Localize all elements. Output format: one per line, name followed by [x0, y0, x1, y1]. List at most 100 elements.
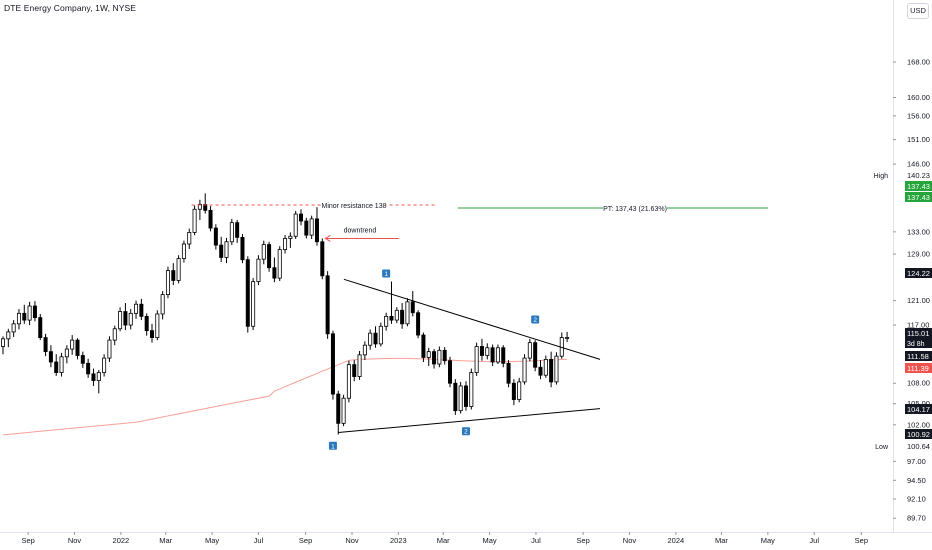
price-tag-value: 111.58: [907, 352, 929, 361]
candle: [405, 298, 410, 327]
candle: [245, 256, 250, 333]
candle: [469, 368, 474, 410]
candle: [538, 360, 543, 380]
candle-down: [325, 275, 330, 335]
x-tick-label: Sep: [855, 536, 868, 545]
candle-down: [400, 309, 405, 325]
candle-down: [245, 259, 250, 327]
candle: [165, 266, 170, 299]
candle: [219, 236, 224, 262]
candle-up: [474, 346, 479, 373]
candle: [80, 351, 85, 368]
lower-trendline: [338, 408, 601, 434]
candle-up: [118, 311, 123, 330]
candle: [565, 331, 570, 343]
downtrend-arrowhead: [324, 235, 331, 242]
candle: [400, 303, 405, 329]
candle: [261, 240, 266, 265]
candle-up: [458, 385, 463, 412]
candle-up: [155, 313, 160, 338]
candle: [139, 298, 144, 321]
target-label-bg: [603, 203, 667, 214]
candle: [442, 347, 447, 365]
candle-up: [469, 372, 474, 407]
resistance-label-bg: [322, 200, 386, 211]
candle: [389, 281, 394, 324]
moving-average-line: [2, 357, 568, 436]
candle: [341, 394, 346, 427]
candle: [192, 205, 197, 236]
candle-up: [128, 312, 133, 326]
candle: [559, 332, 564, 359]
candle: [43, 333, 48, 357]
candle-up: [11, 323, 16, 333]
candle: [495, 344, 500, 364]
price-tag-value: 104.17: [907, 405, 930, 414]
candle: [112, 325, 117, 346]
x-tick-label: Jul: [254, 536, 264, 545]
candle-down: [22, 312, 27, 321]
candle: [543, 355, 548, 378]
candle: [208, 206, 213, 232]
candle-up: [527, 342, 532, 359]
candle: [501, 345, 506, 368]
candle-up: [107, 339, 112, 359]
candle-down: [219, 244, 224, 258]
candle: [511, 379, 516, 406]
pivot-marker-label: 2: [533, 317, 537, 324]
candle-up: [362, 344, 367, 356]
candle: [479, 338, 484, 361]
candle-up: [176, 258, 181, 281]
candle-up: [256, 258, 261, 283]
candle: [410, 291, 415, 317]
candle: [54, 354, 59, 376]
candle: [304, 217, 309, 239]
candle-up: [293, 213, 298, 237]
candle-down: [479, 346, 484, 356]
candle: [150, 323, 155, 343]
candle-down: [213, 227, 218, 246]
candle: [224, 237, 229, 264]
x-tick-label: Mar: [437, 536, 450, 545]
candle-up: [517, 381, 522, 400]
candle-down: [75, 339, 80, 356]
price-tag-countdown: 3d 8h: [907, 341, 925, 348]
candle: [197, 199, 202, 220]
candle: [357, 350, 362, 380]
x-tick-label: 2022: [113, 536, 130, 545]
pivot-marker: [382, 269, 391, 278]
candle: [213, 224, 218, 250]
x-tick-label: Mar: [159, 536, 172, 545]
pivot-marker: [461, 427, 470, 436]
candle: [416, 310, 421, 339]
price-target-label: PT: 137,43 (21.63%): [603, 206, 667, 213]
y-tick-label: 151.00: [907, 135, 930, 144]
currency-button[interactable]: USD: [907, 3, 929, 19]
candle: [522, 354, 527, 385]
candle-down: [330, 333, 335, 395]
candle: [91, 368, 96, 386]
candle-up: [522, 357, 527, 383]
candle: [277, 246, 282, 282]
candle-up: [437, 349, 442, 365]
candle-down: [511, 382, 516, 400]
candle: [229, 218, 234, 246]
candle-down: [139, 303, 144, 317]
candle: [203, 193, 208, 214]
y-tick-label: 129.00: [907, 250, 930, 259]
price-tag-value: 100.64: [907, 442, 930, 451]
candle-up: [187, 232, 192, 245]
candle-up: [96, 372, 101, 381]
candle: [336, 390, 341, 435]
candle: [107, 336, 112, 363]
candle: [176, 255, 181, 284]
x-tick-label: 2023: [390, 536, 407, 545]
price-tag-bg: [905, 328, 932, 348]
y-tick-label: 121.00: [907, 296, 930, 305]
upper-trendline: [343, 278, 601, 360]
candle-up: [384, 316, 389, 327]
pivot-marker-label: 2: [464, 429, 468, 436]
candle: [384, 312, 389, 331]
